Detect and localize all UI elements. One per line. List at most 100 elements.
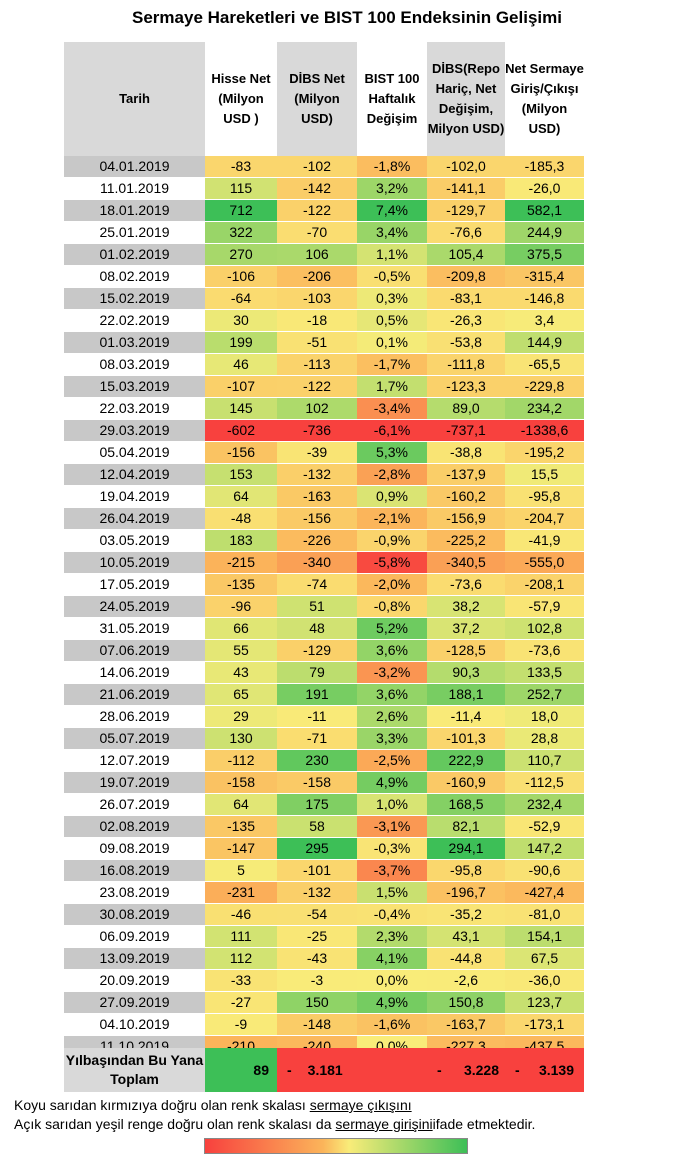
table-row: 28.06.2019 29 -11 2,6% -11,4 18,0: [64, 705, 584, 728]
cell-date: 28.06.2019: [64, 705, 205, 728]
header-dibs-net: DİBS Net (Milyon USD): [277, 42, 357, 156]
cell-repo: 294,1: [427, 837, 505, 860]
cell-bist: 3,4%: [357, 221, 427, 244]
cell-net: -229,8: [505, 375, 584, 398]
table-row: 24.05.2019 -96 51 -0,8% 38,2 -57,9: [64, 595, 584, 618]
total-dibs-dash: -: [287, 1062, 292, 1078]
cell-bist: 0,9%: [357, 485, 427, 508]
table-row: 15.03.2019 -107 -122 1,7% -123,3 -229,8: [64, 375, 584, 398]
cell-date: 25.01.2019: [64, 221, 205, 244]
total-hisse: 89: [205, 1048, 277, 1092]
cell-bist: 5,3%: [357, 441, 427, 464]
cell-net: -95,8: [505, 485, 584, 508]
cell-date: 20.09.2019: [64, 969, 205, 992]
cell-date: 02.08.2019: [64, 815, 205, 838]
total-repo-dash: -: [437, 1062, 442, 1078]
cell-dibs: 51: [277, 595, 357, 618]
cell-bist: 2,6%: [357, 705, 427, 728]
cell-hisse: -46: [205, 903, 277, 926]
cell-repo: -11,4: [427, 705, 505, 728]
color-scale-bar: [204, 1138, 468, 1154]
total-row: Yılbaşından Bu Yana Toplam 89 - 3.181 - …: [64, 1048, 584, 1092]
cell-net: -52,9: [505, 815, 584, 838]
cell-hisse: 64: [205, 793, 277, 816]
cell-bist: -1,8%: [357, 156, 427, 178]
cell-dibs: -25: [277, 925, 357, 948]
cell-dibs: -74: [277, 573, 357, 596]
cell-net: 375,5: [505, 243, 584, 266]
total-row-table: Yılbaşından Bu Yana Toplam 89 - 3.181 - …: [64, 1048, 584, 1092]
cell-repo: -101,3: [427, 727, 505, 750]
cell-date: 15.03.2019: [64, 375, 205, 398]
cell-net: -81,0: [505, 903, 584, 926]
cell-dibs: -18: [277, 309, 357, 332]
cell-net: 3,4: [505, 309, 584, 332]
legend-outflow-prefix: Koyu sarıdan kırmızıya doğru olan renk s…: [14, 1097, 306, 1113]
cell-repo: 89,0: [427, 397, 505, 420]
legend-inflow-prefix: Açık sarıdan yeşil renge doğru olan renk…: [14, 1116, 332, 1132]
cell-hisse: -106: [205, 265, 277, 288]
cell-bist: 4,9%: [357, 991, 427, 1014]
cell-bist: -0,4%: [357, 903, 427, 926]
cell-net: -73,6: [505, 639, 584, 662]
cell-dibs: -142: [277, 177, 357, 200]
table-row: 12.07.2019 -112 230 -2,5% 222,9 110,7: [64, 749, 584, 772]
cell-net: -26,0: [505, 177, 584, 200]
cell-dibs: -156: [277, 507, 357, 530]
cell-hisse: -48: [205, 507, 277, 530]
cell-date: 31.05.2019: [64, 617, 205, 640]
cell-net: -1338,6: [505, 419, 584, 442]
cell-repo: -196,7: [427, 881, 505, 904]
page-title: Sermaye Hareketleri ve BIST 100 Endeksin…: [132, 8, 562, 27]
cell-dibs: -54: [277, 903, 357, 926]
cell-dibs: -103: [277, 287, 357, 310]
cell-net: 67,5: [505, 947, 584, 970]
cell-hisse: 115: [205, 177, 277, 200]
cell-net: -146,8: [505, 287, 584, 310]
cell-date: 26.04.2019: [64, 507, 205, 530]
table-row: 17.05.2019 -135 -74 -2,0% -73,6 -208,1: [64, 573, 584, 596]
cell-repo: 43,1: [427, 925, 505, 948]
cell-net: 102,8: [505, 617, 584, 640]
cell-repo: -26,3: [427, 309, 505, 332]
table-row: 21.06.2019 65 191 3,6% 188,1 252,7: [64, 683, 584, 706]
cell-date: 03.05.2019: [64, 529, 205, 552]
cell-repo: 150,8: [427, 991, 505, 1014]
table-row: 08.02.2019 -106 -206 -0,5% -209,8 -315,4: [64, 265, 584, 288]
cell-date: 15.02.2019: [64, 287, 205, 310]
cell-dibs: -70: [277, 221, 357, 244]
cell-date: 04.01.2019: [64, 156, 205, 178]
cell-net: -57,9: [505, 595, 584, 618]
cell-net: -315,4: [505, 265, 584, 288]
table-row: 07.06.2019 55 -129 3,6% -128,5 -73,6: [64, 639, 584, 662]
cell-dibs: -43: [277, 947, 357, 970]
cell-date: 22.02.2019: [64, 309, 205, 332]
cell-bist: 0,0%: [357, 969, 427, 992]
cell-dibs: -340: [277, 551, 357, 574]
cell-bist: -6,1%: [357, 419, 427, 442]
cell-dibs: -206: [277, 265, 357, 288]
cell-bist: 0,1%: [357, 331, 427, 354]
legend-line-outflow: Koyu sarıdan kırmızıya doğru olan renk s…: [14, 1096, 535, 1115]
cell-hisse: -215: [205, 551, 277, 574]
cell-hisse: 55: [205, 639, 277, 662]
cell-date: 08.03.2019: [64, 353, 205, 376]
cell-hisse: 183: [205, 529, 277, 552]
cell-date: 16.08.2019: [64, 859, 205, 882]
cell-dibs: 58: [277, 815, 357, 838]
cell-hisse: 66: [205, 617, 277, 640]
cell-repo: -225,2: [427, 529, 505, 552]
cell-repo: -102,0: [427, 156, 505, 178]
cell-bist: -0,5%: [357, 265, 427, 288]
cell-net: 232,4: [505, 793, 584, 816]
cell-hisse: -64: [205, 287, 277, 310]
cell-repo: 222,9: [427, 749, 505, 772]
cell-net: -195,2: [505, 441, 584, 464]
table-row: 06.09.2019 111 -25 2,3% 43,1 154,1: [64, 925, 584, 948]
cell-net: 244,9: [505, 221, 584, 244]
cell-dibs: -163: [277, 485, 357, 508]
table-row: 30.08.2019 -46 -54 -0,4% -35,2 -81,0: [64, 903, 584, 926]
cell-dibs: 106: [277, 243, 357, 266]
cell-bist: -2,8%: [357, 463, 427, 486]
total-label-line2: Toplam: [110, 1071, 159, 1087]
